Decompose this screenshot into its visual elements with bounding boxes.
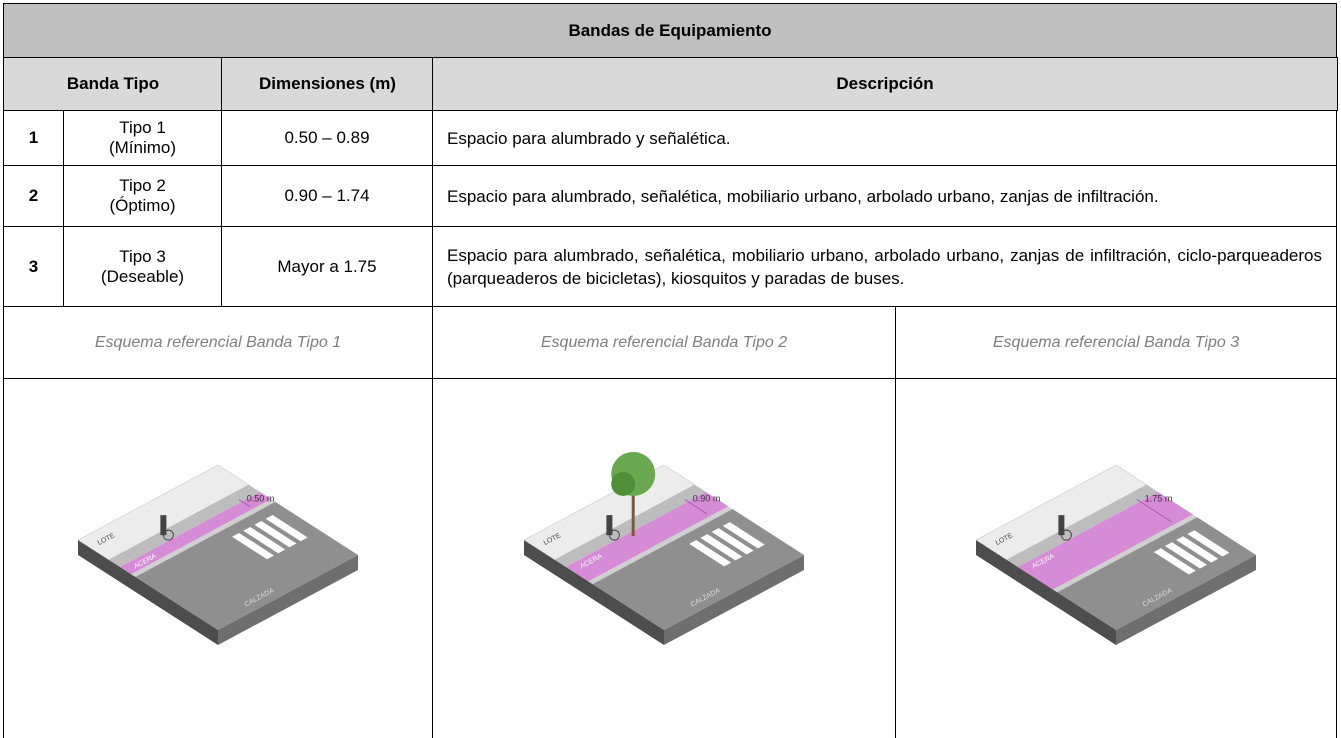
width-label: 1.75 m [1145, 493, 1173, 503]
lote [975, 464, 1148, 560]
row-type: Tipo 3 (Deseable) [63, 226, 222, 307]
crosswalk [1165, 541, 1207, 568]
crosswalk [711, 527, 754, 554]
scheme-caption: Esquema referencial Banda Tipo 1 [3, 306, 433, 379]
crosswalk [700, 533, 743, 560]
row-description: Espacio para alumbrado, señalética, mobi… [432, 226, 1337, 307]
curb [588, 505, 733, 584]
type-line: Tipo 2 [119, 176, 166, 195]
row-dimension: 0.90 – 1.74 [221, 165, 433, 227]
calzada [135, 501, 358, 630]
header-cell: Descripción [432, 57, 1338, 111]
cell-text: Esquema referencial Banda Tipo 3 [992, 333, 1240, 351]
crosswalk [1176, 535, 1219, 562]
slab-side [524, 539, 664, 645]
scheme-image: 1.75 m LOTE ACERA CALZADA [895, 378, 1337, 738]
type-line: (Mínimo) [108, 138, 177, 157]
cell-text: 0.90 – 1.74 [284, 186, 370, 205]
scheme-caption: Esquema referencial Banda Tipo 3 [895, 306, 1337, 379]
cell-text: 2 [28, 186, 39, 205]
crosswalk [232, 532, 274, 559]
cell-text: Espacio para alumbrado y señalética. [447, 128, 731, 148]
row-dimension: Mayor a 1.75 [221, 226, 433, 307]
row-number: 3 [3, 226, 64, 307]
crosswalk [265, 514, 308, 541]
type-line: Tipo 3 [119, 246, 166, 266]
cell-text: Espacio para alumbrado, señalética, mobi… [447, 245, 1322, 288]
row-description: Espacio para alumbrado y señalética. [432, 110, 1337, 166]
row-type: Tipo 2 (Óptimo) [63, 165, 222, 227]
wheel [162, 529, 174, 541]
row-dimension: 0.50 – 0.89 [221, 110, 433, 166]
scheme-image: 0.50 m LOTE ACERA CALZADA [3, 378, 433, 738]
cell-text: 3 [28, 256, 39, 276]
crosswalk [254, 520, 297, 547]
cell-text: Espacio para alumbrado, señalética, mobi… [447, 186, 1159, 206]
wheel [1060, 529, 1072, 541]
cell-text: Mayor a 1.75 [277, 256, 377, 276]
cell-text: Dimensiones (m) [259, 74, 396, 93]
header-cell: Banda Tipo [3, 57, 223, 111]
table-title: Bandas de Equipamiento [3, 3, 1337, 58]
width-label: 0.90 m [693, 493, 721, 503]
cell-text: Esquema referencial Banda Tipo 1 [94, 333, 342, 351]
crosswalk [1187, 529, 1230, 556]
cell-text: Esquema referencial Banda Tipo 2 [540, 333, 788, 351]
slab-side [78, 539, 218, 645]
row-type: Tipo 1 (Mínimo) [63, 110, 222, 166]
slab-side [976, 539, 1116, 645]
slab-side [1116, 554, 1256, 645]
acera [1006, 484, 1158, 567]
slab-side [218, 554, 358, 645]
equipment-band [120, 491, 272, 574]
cell-text: 1 [28, 128, 39, 147]
crosswalk [1153, 547, 1196, 574]
dimension-line [238, 498, 251, 507]
equipment-band [1018, 491, 1193, 589]
tree-crown [611, 471, 636, 496]
width-label: 0.50 m [247, 493, 275, 503]
cell-text: Banda Tipo [66, 74, 160, 93]
tree-trunk [631, 485, 635, 536]
equipment-band [566, 491, 729, 581]
person [1058, 514, 1065, 535]
type-line: (Deseable) [100, 266, 185, 286]
cell-text: Bandas de Equipamiento [568, 20, 772, 40]
wheel [608, 529, 620, 541]
header-cell: Dimensiones (m) [221, 57, 434, 111]
person [160, 514, 167, 535]
scheme-image: 0.90 m LOTE ACERA CALZADA [432, 378, 896, 738]
crosswalk [689, 539, 732, 566]
curb [131, 498, 276, 577]
curb [1053, 514, 1198, 592]
scheme-caption: Esquema referencial Banda Tipo 2 [432, 306, 896, 379]
type-line: (Óptimo) [109, 196, 176, 215]
row-description: Espacio para alumbrado, señalética, mobi… [432, 165, 1337, 227]
dimension-line [1136, 498, 1173, 522]
type-line: Tipo 1 [119, 118, 166, 137]
row-number: 1 [3, 110, 64, 166]
slab-side [664, 554, 804, 645]
person [606, 514, 613, 535]
acera [554, 484, 706, 567]
cell-text: Descripción [836, 74, 934, 93]
crosswalk [243, 526, 286, 553]
cell-text: 0.50 – 0.89 [284, 128, 370, 147]
row-number: 2 [3, 165, 64, 227]
acera [108, 484, 260, 567]
dimension-line [684, 498, 708, 514]
lote [77, 464, 250, 560]
crosswalk [722, 521, 765, 548]
